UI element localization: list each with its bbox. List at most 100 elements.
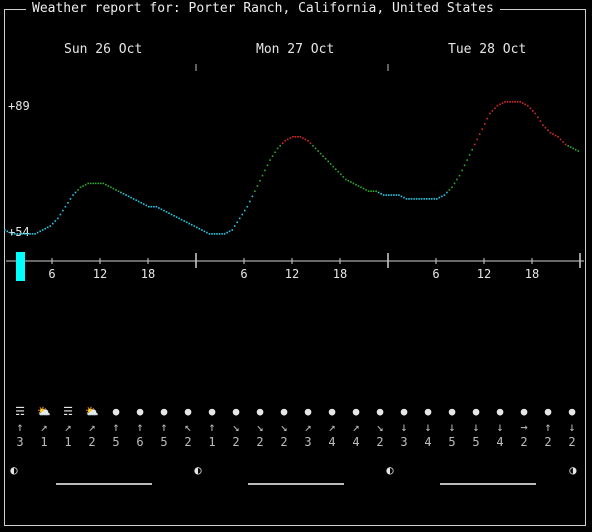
temperature-point bbox=[244, 209, 246, 212]
temperature-point bbox=[393, 194, 395, 196]
temperature-point bbox=[367, 190, 370, 192]
temperature-point bbox=[494, 107, 496, 110]
sun-icon: ● bbox=[568, 405, 576, 418]
temperature-point bbox=[110, 186, 112, 189]
temperature-point bbox=[100, 182, 102, 185]
temperature-point bbox=[537, 116, 539, 119]
temperature-point bbox=[388, 194, 390, 196]
wind-speed-value: 2 bbox=[568, 435, 576, 449]
first-quarter-moon-icon: ◑ bbox=[569, 463, 577, 477]
temperature-point bbox=[236, 221, 238, 224]
temperature-point bbox=[529, 107, 532, 110]
sun-icon: ● bbox=[160, 405, 168, 418]
day-label-1: Sun 26 Oct bbox=[64, 42, 143, 57]
temperature-point bbox=[72, 194, 74, 196]
wind-direction-icon: ↓ bbox=[496, 420, 504, 434]
temperature-point bbox=[279, 145, 281, 147]
hour-label: 18 bbox=[524, 267, 540, 281]
sun-icon: ● bbox=[352, 405, 360, 418]
temperature-point bbox=[46, 226, 49, 229]
temperature-point bbox=[390, 194, 393, 196]
wind-speed-value: 4 bbox=[496, 435, 504, 449]
temperature-point bbox=[24, 233, 26, 235]
temperature-point bbox=[491, 110, 494, 112]
wind-direction-icon: ↑ bbox=[160, 420, 168, 434]
wind-direction-icon: ↓ bbox=[472, 420, 480, 434]
temperature-point bbox=[471, 148, 473, 151]
wind-speed-value: 5 bbox=[448, 435, 456, 449]
temperature-point bbox=[360, 186, 362, 189]
temperature-point bbox=[183, 220, 185, 222]
wind-speed-value: 2 bbox=[544, 435, 552, 449]
temperature-point bbox=[69, 198, 72, 200]
temperature-point bbox=[112, 187, 115, 190]
temperature-point bbox=[105, 183, 107, 186]
temperature-point bbox=[274, 151, 276, 154]
temperature-point bbox=[372, 190, 375, 192]
wind-speed-value: 2 bbox=[520, 435, 528, 449]
temperature-point bbox=[125, 194, 127, 196]
temperature-point bbox=[441, 195, 443, 198]
temperature-point bbox=[526, 104, 529, 107]
temperature-point bbox=[92, 182, 94, 185]
wind-direction-icon: ↗ bbox=[352, 420, 360, 434]
wind-direction-icon: ↖ bbox=[184, 420, 192, 434]
temperature-point bbox=[554, 134, 557, 137]
temperature-point bbox=[231, 229, 233, 231]
temperature-point bbox=[327, 160, 329, 163]
temperature-point bbox=[557, 136, 559, 138]
temperature-point bbox=[496, 104, 499, 107]
temperature-point bbox=[34, 233, 36, 235]
temperature-point bbox=[352, 182, 355, 185]
temperature-point bbox=[319, 152, 322, 155]
temperature-point bbox=[289, 137, 292, 139]
wind-direction-icon: ↑ bbox=[16, 420, 24, 434]
temperature-point bbox=[251, 195, 254, 198]
temperature-point bbox=[506, 101, 509, 103]
temperature-point bbox=[304, 138, 307, 141]
wind-direction-icon: ↑ bbox=[208, 420, 216, 434]
temperature-point bbox=[489, 112, 491, 115]
temperature-point bbox=[562, 141, 564, 143]
temperature-point bbox=[307, 139, 309, 142]
temperature-point bbox=[334, 168, 337, 170]
sun-icon: ● bbox=[136, 405, 144, 418]
temperature-point bbox=[97, 182, 100, 185]
temperature-point bbox=[314, 147, 317, 150]
wind-speed-value: 3 bbox=[16, 435, 24, 449]
sun-icon: ● bbox=[280, 405, 288, 418]
wind-direction-icon: ↓ bbox=[448, 420, 456, 434]
temperature-point bbox=[398, 194, 400, 196]
temperature-point bbox=[249, 200, 251, 203]
temperature-point bbox=[14, 233, 16, 235]
temperature-point bbox=[120, 191, 122, 194]
temperature-point bbox=[259, 180, 261, 182]
sun-icon: ● bbox=[448, 405, 456, 418]
temperature-point bbox=[468, 154, 471, 156]
temperature-point bbox=[9, 231, 11, 234]
temperature-point bbox=[269, 159, 271, 161]
temperature-point bbox=[559, 138, 562, 141]
temperature-point bbox=[203, 230, 206, 233]
temperature-point bbox=[150, 205, 153, 208]
temperature-point bbox=[322, 155, 324, 157]
temperature-point bbox=[433, 198, 436, 200]
temperature-point bbox=[196, 226, 198, 229]
wind-direction-icon: ↘ bbox=[232, 420, 240, 434]
temperature-point bbox=[82, 185, 84, 187]
temperature-point bbox=[370, 190, 372, 192]
temperature-point bbox=[350, 181, 352, 183]
report-title: Weather report for: Porter Ranch, Califo… bbox=[26, 1, 500, 17]
temperature-point bbox=[456, 178, 458, 181]
wind-direction-icon: ↘ bbox=[280, 420, 288, 434]
sun-icon: ● bbox=[184, 405, 192, 418]
temperature-point bbox=[476, 138, 478, 141]
temperature-point bbox=[130, 196, 132, 199]
temperature-point bbox=[286, 138, 289, 141]
temperature-point bbox=[188, 222, 190, 225]
temperature-point bbox=[484, 123, 486, 125]
temperature-point bbox=[342, 176, 345, 178]
hour-label: 12 bbox=[476, 267, 492, 281]
temperature-point bbox=[148, 205, 150, 208]
wind-speed-value: 2 bbox=[232, 435, 240, 449]
